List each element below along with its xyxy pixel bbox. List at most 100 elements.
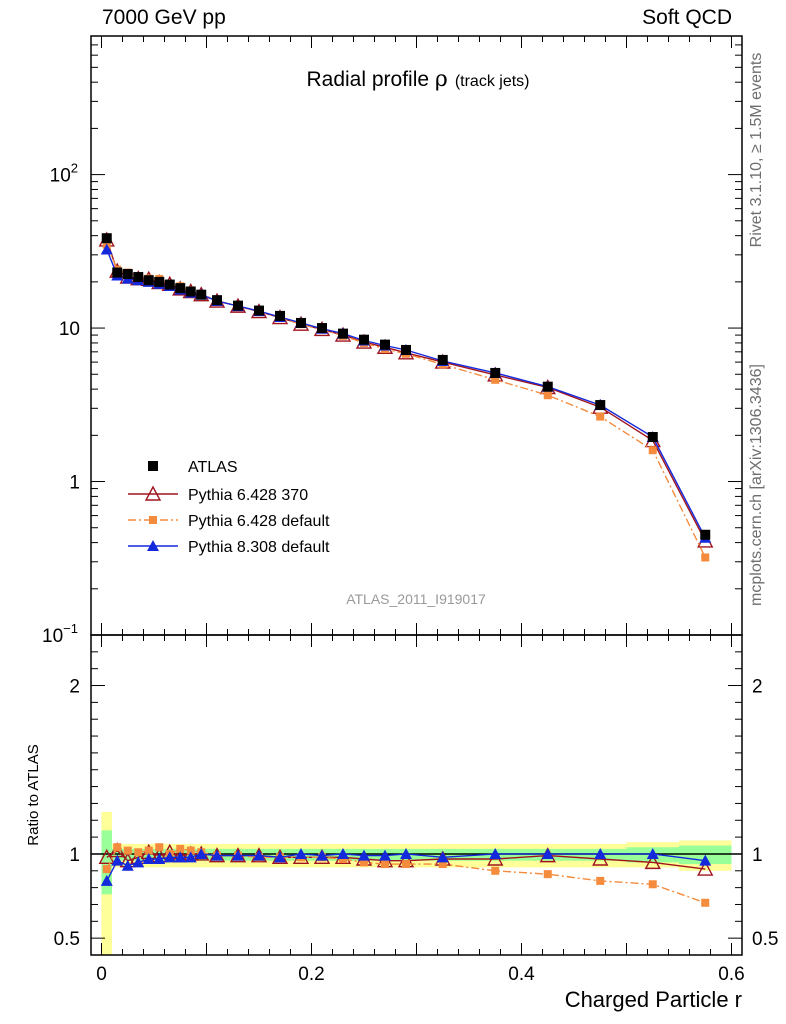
ratio-series-pythia-8-308-default xyxy=(100,847,712,886)
data-point xyxy=(186,846,195,855)
data-point xyxy=(438,860,447,869)
data-point xyxy=(144,485,162,501)
data-point xyxy=(400,847,412,859)
x-tick-label: 0.6 xyxy=(718,964,744,985)
data-point xyxy=(155,843,164,852)
data-point xyxy=(360,858,368,867)
data-point xyxy=(232,849,244,861)
data-point xyxy=(253,849,265,861)
y-tick-label: 0.5 xyxy=(54,929,80,950)
y-tick-label-right: 1 xyxy=(752,845,763,866)
data-point xyxy=(701,898,710,907)
legend-label: Pythia 6.428 370 xyxy=(188,487,308,504)
data-point xyxy=(149,516,157,524)
data-point xyxy=(274,851,286,863)
data-point xyxy=(164,279,175,290)
data-point xyxy=(102,865,111,874)
data-point xyxy=(701,553,710,562)
chart-title: Radial profile ρ (track jets) xyxy=(306,67,529,92)
data-point xyxy=(646,847,659,859)
band-inner-segment xyxy=(424,848,469,861)
data-point xyxy=(542,381,553,392)
data-point xyxy=(316,849,328,861)
data-point xyxy=(195,847,208,859)
data-point xyxy=(112,267,123,278)
data-point xyxy=(184,851,197,863)
data-point xyxy=(437,354,448,365)
data-point xyxy=(143,275,154,286)
data-point xyxy=(644,853,661,870)
y-tick-label-right: 0.5 xyxy=(752,929,778,950)
data-point xyxy=(212,295,222,306)
y-tick-label-right: 2 xyxy=(752,677,763,698)
data-point xyxy=(358,849,370,861)
data-point xyxy=(359,334,369,345)
data-point xyxy=(154,276,165,287)
band-inner-segment xyxy=(101,830,112,895)
legend-label: Pythia 6.428 default xyxy=(188,513,330,530)
data-point xyxy=(144,846,153,855)
legend-label: ATLAS xyxy=(188,459,238,476)
data-point xyxy=(491,866,500,875)
data-point xyxy=(196,289,207,300)
data-point xyxy=(337,847,349,859)
data-point xyxy=(490,367,501,378)
data-point xyxy=(699,854,712,866)
data-point xyxy=(402,860,410,869)
data-point xyxy=(133,272,144,283)
y-axis-label: Ratio to ATLAS xyxy=(25,744,42,845)
data-point xyxy=(113,843,122,852)
data-point xyxy=(595,400,606,411)
data-point xyxy=(121,859,134,871)
data-point xyxy=(338,328,348,339)
data-point xyxy=(275,310,285,321)
legend-label: Pythia 8.308 default xyxy=(188,539,330,556)
y-tick-label: 10−1 xyxy=(42,621,78,647)
data-point xyxy=(100,874,113,886)
data-point xyxy=(647,432,658,443)
data-point xyxy=(648,446,657,455)
data-point xyxy=(401,344,411,355)
data-point xyxy=(379,849,391,861)
data-point xyxy=(211,849,223,861)
data-point xyxy=(596,876,605,885)
data-point xyxy=(700,529,711,540)
data-point xyxy=(163,851,176,863)
x-axis-label: Charged Particle r xyxy=(565,987,742,1012)
data-point xyxy=(491,375,500,384)
series-line xyxy=(106,846,706,904)
ratio-panel-frame xyxy=(90,634,743,956)
data-point xyxy=(132,856,145,868)
data-point xyxy=(594,847,607,859)
x-tick-label: 0.2 xyxy=(298,964,324,985)
x-tick-label: 0.4 xyxy=(508,964,535,985)
data-point xyxy=(296,317,306,328)
data-point xyxy=(380,339,390,350)
data-point xyxy=(317,323,327,334)
data-point xyxy=(233,300,243,311)
data-point xyxy=(101,233,112,244)
header-beam-label: 7000 GeV pp xyxy=(102,6,226,29)
data-point xyxy=(142,853,155,864)
data-point xyxy=(489,847,502,859)
data-point xyxy=(254,305,264,316)
data-point xyxy=(339,855,347,863)
data-point xyxy=(153,853,166,864)
data-point xyxy=(295,847,307,859)
header-category-label: Soft QCD xyxy=(642,6,732,29)
data-point xyxy=(111,854,124,866)
y-tick-label: 102 xyxy=(50,161,78,187)
data-point xyxy=(541,847,554,859)
data-point xyxy=(648,880,657,889)
data-point xyxy=(697,860,714,876)
data-point xyxy=(174,851,187,863)
x-tick-label: 0 xyxy=(96,964,107,985)
data-point xyxy=(176,844,185,853)
data-point xyxy=(596,412,605,421)
y-tick-label: 1 xyxy=(69,845,80,866)
data-point xyxy=(123,846,132,855)
y-tick-label: 1 xyxy=(69,473,80,494)
data-point xyxy=(381,860,389,869)
data-point xyxy=(148,461,158,471)
